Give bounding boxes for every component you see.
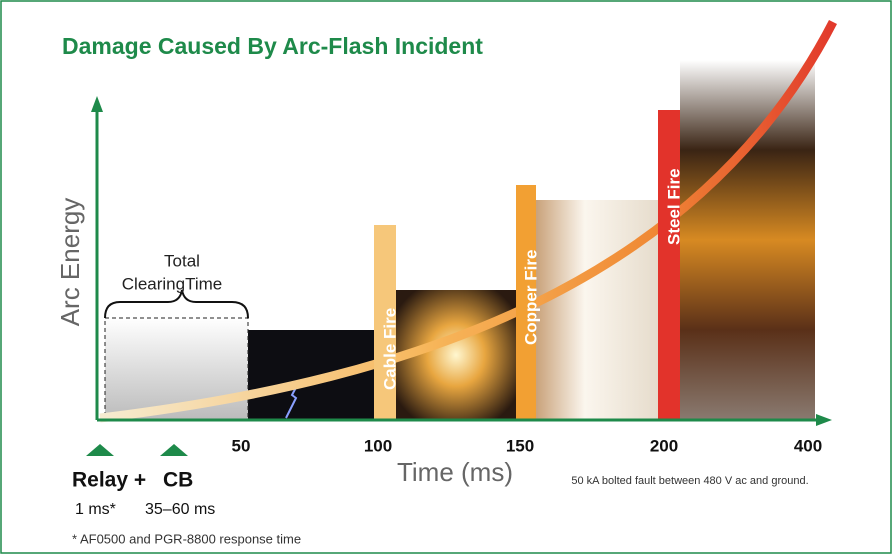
fire-photo xyxy=(680,60,815,420)
bar-label: Copper Fire xyxy=(521,250,540,345)
footnote: * AF0500 and PGR-8800 response time xyxy=(72,531,301,546)
x-tick-label: 200 xyxy=(650,436,678,455)
marker-label: CB xyxy=(163,469,193,492)
x-axis-label: Time (ms) xyxy=(397,457,513,487)
marker-label: Relay + xyxy=(72,469,146,492)
title: Damage Caused By Arc-Flash Incident xyxy=(62,33,483,59)
x-tick-label: 50 xyxy=(232,436,251,455)
bracket-label: Total xyxy=(164,251,200,270)
marker-time: 1 ms* xyxy=(75,501,116,518)
note: 50 kA bolted fault between 480 V ac and … xyxy=(571,475,808,487)
bar-label: Cable Fire xyxy=(380,308,399,390)
infographic: Cable Fire Copper Fire Steel Fire Damage… xyxy=(0,0,892,554)
x-tick-label: 400 xyxy=(794,436,822,455)
marker-time: 35–60 ms xyxy=(145,501,215,518)
x-tick-label: 100 xyxy=(364,436,392,455)
bracket-label: ClearingTime xyxy=(122,274,222,293)
steel-fire-bar xyxy=(658,110,680,420)
arc-photo xyxy=(248,330,376,420)
smoke-photo xyxy=(536,200,658,420)
bar-label: Steel Fire xyxy=(664,168,683,245)
x-tick-label: 150 xyxy=(506,436,534,455)
y-axis-label: Arc Energy xyxy=(55,198,85,327)
